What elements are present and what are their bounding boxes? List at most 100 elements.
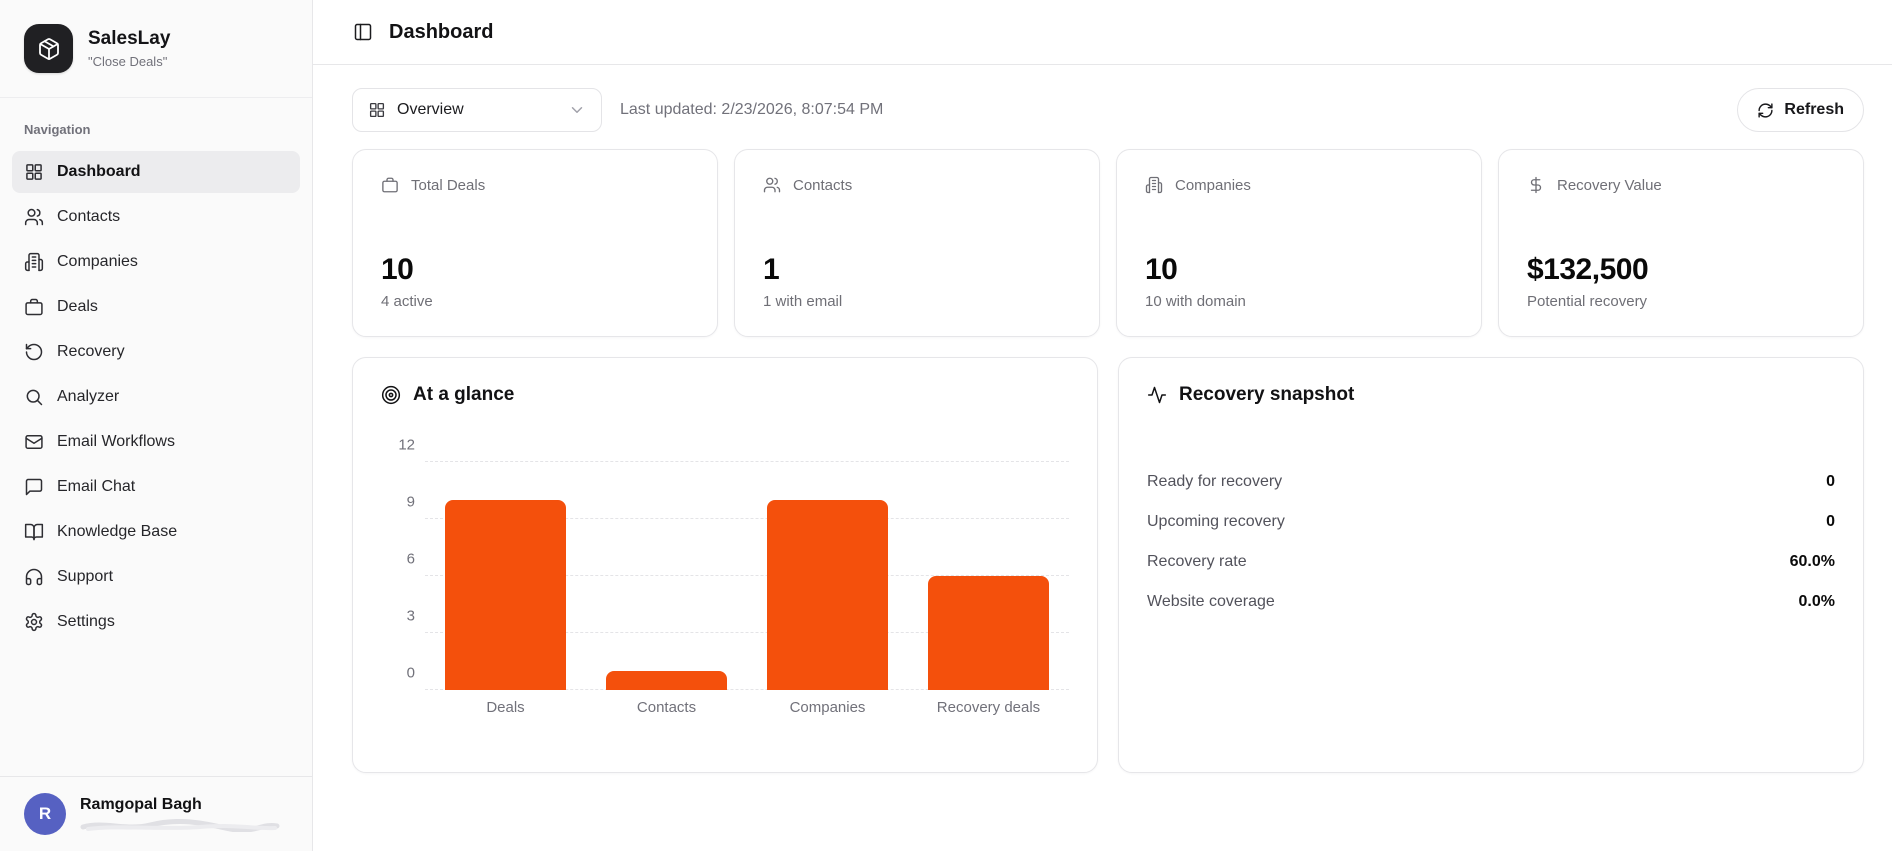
snapshot-label: Website coverage bbox=[1147, 593, 1275, 610]
snapshot-row: Website coverage 0.0% bbox=[1147, 582, 1835, 622]
briefcase-icon bbox=[25, 298, 43, 316]
activity-icon bbox=[1147, 386, 1167, 404]
user-info: Ramgopal Bagh bbox=[80, 796, 280, 832]
sidebar-item-email-workflows[interactable]: Email Workflows bbox=[12, 421, 300, 463]
stat-value: 10 bbox=[1145, 253, 1178, 286]
sidebar-item-recovery[interactable]: Recovery bbox=[12, 331, 300, 373]
avatar: R bbox=[24, 793, 66, 835]
target-icon bbox=[381, 385, 401, 405]
chart-x-label: Recovery deals bbox=[936, 699, 1041, 716]
sidebar-item-knowledge-base[interactable]: Knowledge Base bbox=[12, 511, 300, 553]
gear-icon bbox=[25, 612, 43, 632]
users-icon bbox=[24, 208, 44, 226]
chart-y-tick: 12 bbox=[398, 436, 415, 454]
dashboard-content: Overview Last updated: 2/23/2026, 8:07:5… bbox=[313, 65, 1892, 773]
rotate-ccw-icon bbox=[25, 343, 43, 361]
sidebar-item-label: Recovery bbox=[57, 343, 125, 360]
chart-gridline bbox=[425, 689, 1069, 690]
snapshot-label: Upcoming recovery bbox=[1147, 513, 1285, 530]
stat-label: Total Deals bbox=[411, 176, 486, 194]
last-updated-text: Last updated: 2/23/2026, 8:07:54 PM bbox=[620, 101, 884, 118]
sidebar-nav: Navigation Dashboard Contacts Companies … bbox=[0, 98, 312, 776]
sidebar-item-label: Companies bbox=[57, 253, 138, 270]
layout-grid-icon bbox=[369, 102, 385, 118]
view-select[interactable]: Overview bbox=[352, 88, 602, 132]
chart-bar-deals bbox=[445, 500, 566, 690]
snapshot-value: 0 bbox=[1826, 513, 1835, 530]
chart-bar-slot bbox=[425, 462, 586, 690]
chart-bar-slot bbox=[908, 462, 1069, 690]
sidebar-item-label: Dashboard bbox=[57, 163, 141, 180]
sidebar-item-label: Analyzer bbox=[57, 388, 120, 405]
dollar-icon bbox=[1530, 176, 1542, 194]
stat-card-companies: Companies 10 10 with domain bbox=[1116, 149, 1482, 337]
stat-sub: 1 with email bbox=[763, 293, 843, 310]
sidebar-item-label: Knowledge Base bbox=[57, 523, 178, 540]
snapshot-row: Upcoming recovery 0 bbox=[1147, 502, 1835, 542]
sidebar-item-settings[interactable]: Settings bbox=[12, 601, 300, 643]
sidebar-item-support[interactable]: Support bbox=[12, 556, 300, 598]
brand[interactable]: SalesLay "Close Deals" bbox=[0, 0, 312, 98]
sidebar-item-email-chat[interactable]: Email Chat bbox=[12, 466, 300, 508]
sidebar-item-contacts[interactable]: Contacts bbox=[12, 196, 300, 238]
chart-y-tick: 6 bbox=[406, 550, 415, 568]
sidebar-item-deals[interactable]: Deals bbox=[12, 286, 300, 328]
chart-bar-slot bbox=[586, 462, 747, 690]
panel-title-text: Recovery snapshot bbox=[1179, 384, 1355, 405]
stat-value: $132,500 bbox=[1527, 253, 1649, 286]
sidebar-item-label: Email Chat bbox=[57, 478, 136, 495]
sidebar-item-label: Settings bbox=[57, 613, 115, 630]
sidebar-toggle-button[interactable] bbox=[353, 22, 373, 42]
snapshot-rows: Ready for recovery 0 Upcoming recovery 0… bbox=[1147, 462, 1835, 622]
panel-title-text: At a glance bbox=[413, 384, 515, 405]
snapshot-row: Ready for recovery 0 bbox=[1147, 462, 1835, 502]
user-name: Ramgopal Bagh bbox=[80, 796, 202, 813]
stat-card-recovery-value: Recovery Value $132,500 Potential recove… bbox=[1498, 149, 1864, 337]
sidebar-item-analyzer[interactable]: Analyzer bbox=[12, 376, 300, 418]
sidebar-item-dashboard[interactable]: Dashboard bbox=[12, 151, 300, 193]
sidebar-item-label: Support bbox=[57, 568, 114, 585]
app-tagline: "Close Deals" bbox=[88, 54, 168, 69]
refresh-button[interactable]: Refresh bbox=[1737, 88, 1864, 132]
headphones-icon bbox=[25, 568, 43, 586]
brand-text: SalesLay "Close Deals" bbox=[88, 28, 170, 69]
snapshot-label: Ready for recovery bbox=[1147, 473, 1283, 490]
sidebar-item-label: Deals bbox=[57, 298, 98, 315]
sidebar: SalesLay "Close Deals" Navigation Dashbo… bbox=[0, 0, 313, 851]
sidebar-item-label: Contacts bbox=[57, 208, 121, 225]
snapshot-value: 60.0% bbox=[1789, 553, 1835, 570]
at-a-glance-panel: At a glance 0 3 6 9 12 Deals Contacts Companie… bbox=[352, 357, 1098, 773]
page-header: Dashboard bbox=[313, 0, 1892, 65]
snapshot-row: Recovery rate 60.0% bbox=[1147, 542, 1835, 582]
bar-chart: 0 3 6 9 12 Deals Contacts Companies Recovery de… bbox=[381, 437, 1069, 716]
sidebar-item-companies[interactable]: Companies bbox=[12, 241, 300, 283]
user-menu[interactable]: R Ramgopal Bagh bbox=[0, 776, 312, 851]
stat-sub: Potential recovery bbox=[1527, 293, 1648, 310]
refresh-icon bbox=[1758, 102, 1774, 118]
stat-label: Recovery Value bbox=[1557, 176, 1662, 194]
panels-row: At a glance 0 3 6 9 12 Deals Contacts Companie… bbox=[352, 357, 1864, 773]
toolbar: Overview Last updated: 2/23/2026, 8:07:5… bbox=[352, 88, 1864, 132]
building-icon bbox=[1145, 176, 1163, 194]
chart-x-label: Companies bbox=[789, 699, 866, 716]
stat-value: 10 bbox=[381, 253, 414, 286]
package-icon bbox=[24, 24, 73, 73]
app-title: SalesLay bbox=[88, 28, 171, 49]
chart-y-tick: 0 bbox=[406, 664, 415, 682]
chart-gridline bbox=[425, 461, 1069, 462]
chart-gridline bbox=[425, 518, 1069, 519]
refresh-label: Refresh bbox=[1784, 101, 1844, 118]
stat-label: Companies bbox=[1175, 176, 1251, 194]
message-square-icon bbox=[25, 478, 43, 496]
chart-y-tick: 9 bbox=[406, 493, 415, 511]
recovery-snapshot-panel: Recovery snapshot Ready for recovery 0 U… bbox=[1118, 357, 1864, 773]
search-icon bbox=[26, 389, 43, 406]
panel-left-icon bbox=[354, 23, 372, 41]
layout-grid-icon bbox=[26, 164, 42, 180]
stat-value: 1 bbox=[763, 253, 780, 286]
redacted-email bbox=[80, 819, 280, 832]
stat-card-contacts: Contacts 1 1 with email bbox=[734, 149, 1100, 337]
chart-gridline bbox=[425, 632, 1069, 633]
snapshot-value: 0 bbox=[1826, 473, 1835, 490]
